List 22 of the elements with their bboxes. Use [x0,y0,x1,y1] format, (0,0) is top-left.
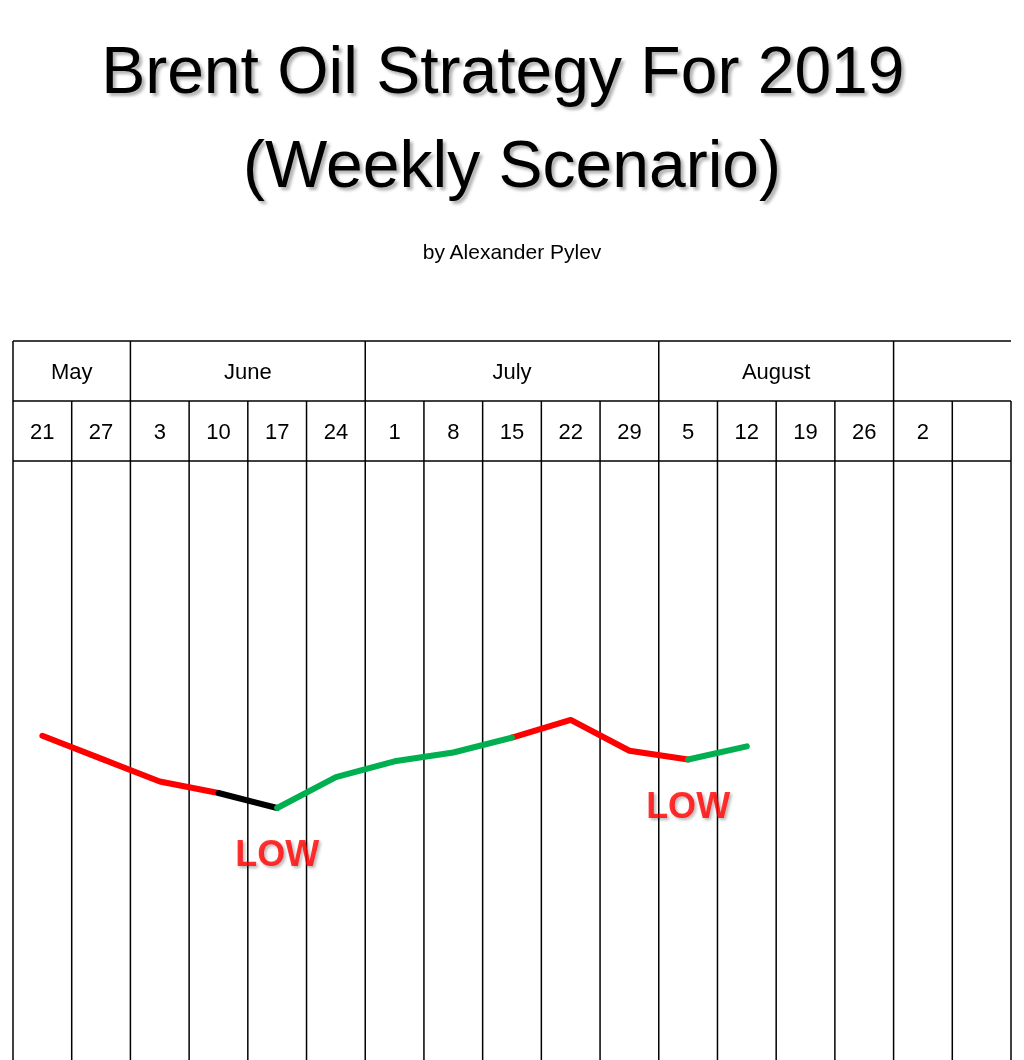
chart-title: Brent Oil Strategy For 2019 (Weekly Scenario) [101,33,923,201]
text: June [223,358,272,384]
text: July [492,358,532,384]
x-tick-label: 19 [793,418,818,444]
text: August [741,358,811,384]
x-tick-label: 24 [323,418,349,444]
x-tick-label: 15 [499,418,525,444]
x-tick-label: 17 [264,418,290,444]
x-tick-label: 12 [734,418,760,444]
x-tick-label: 3 [153,418,166,444]
x-tick-label: 8 [447,418,460,444]
x-tick-label: 5 [681,418,695,444]
x-tick-label: 10 [206,418,231,444]
x-tick-label: 26 [851,418,877,444]
x-tick-label: 22 [558,418,583,444]
x-tick-label: 27 [88,418,114,444]
chart-subtitle: by Alexander Pylev [422,240,602,263]
x-tick-label: 1 [388,418,401,444]
x-tick-label: 21 [30,418,55,444]
text: May [50,358,93,384]
x-tick-label: 29 [617,418,642,444]
x-tick-label: 2 [916,418,930,444]
